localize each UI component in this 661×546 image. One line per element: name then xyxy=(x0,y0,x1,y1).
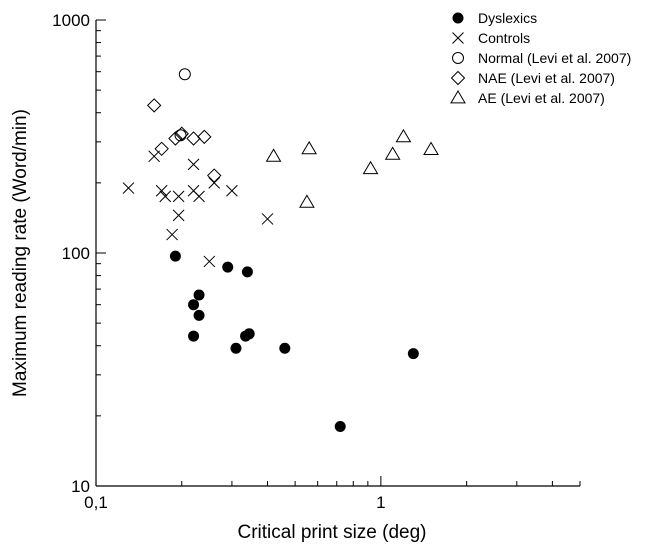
control-point xyxy=(159,190,172,203)
dyslexic-point xyxy=(188,299,200,311)
nae-point xyxy=(450,70,466,86)
x-tick-label: 1 xyxy=(376,493,385,512)
y-axis-label: Maximum reading rate (Word/min) xyxy=(10,109,31,397)
nae-point xyxy=(146,98,162,113)
dyslexic-point xyxy=(193,309,205,321)
x-tick-label: 0,1 xyxy=(84,493,108,512)
ae-point xyxy=(423,141,439,155)
x-axis-label: Critical print size (deg) xyxy=(238,522,427,543)
legend-label: Controls xyxy=(478,30,530,46)
control-point xyxy=(187,158,200,171)
legend: Dyslexics Controls Normal (Levi et al. 200… xyxy=(450,10,631,106)
dyslexic-point xyxy=(188,330,200,342)
control-point xyxy=(203,255,216,268)
dyslexic-point xyxy=(407,348,419,360)
dyslexic-point xyxy=(193,289,205,301)
control-point xyxy=(208,177,221,189)
control-point xyxy=(166,228,178,241)
normal-point xyxy=(452,52,464,64)
dyslexic-point xyxy=(241,266,253,278)
control-point xyxy=(193,190,205,203)
y-tick-label: 100 xyxy=(62,244,90,263)
ae-point xyxy=(384,146,401,160)
normal-point xyxy=(178,68,191,81)
dyslexic-point xyxy=(334,421,346,433)
ae-point xyxy=(362,160,379,175)
ae-point xyxy=(450,90,466,104)
control-point xyxy=(155,184,168,197)
ae-point xyxy=(265,148,282,162)
ae-point xyxy=(299,194,315,208)
control-point xyxy=(122,182,135,194)
dyslexic-point xyxy=(230,342,242,354)
y-tick-label: 1000 xyxy=(52,11,90,30)
control-point xyxy=(148,150,161,163)
legend-label: NAE (Levi et al. 2007) xyxy=(478,70,615,86)
nae-point xyxy=(197,129,212,145)
y-tick-label: 10 xyxy=(71,477,90,496)
axis-ticks xyxy=(95,19,581,487)
legend-label: Dyslexics xyxy=(478,10,537,26)
axis-tick-labels: 10 100 1000 0,1 1 xyxy=(52,11,385,512)
dyslexic-point xyxy=(452,12,464,24)
dyslexic-point xyxy=(169,250,181,262)
nae-point xyxy=(174,126,189,141)
nae-point xyxy=(207,168,222,183)
data-points xyxy=(122,68,439,433)
dyslexic-point xyxy=(222,261,234,273)
ae-point xyxy=(301,140,318,155)
legend-label: Normal (Levi et al. 2007) xyxy=(478,50,631,66)
dyslexic-point xyxy=(279,342,291,354)
control-point xyxy=(261,213,274,225)
dyslexic-point xyxy=(243,328,255,340)
nae-point xyxy=(168,131,183,146)
ae-point xyxy=(395,128,412,143)
control-point xyxy=(172,190,185,203)
control-point xyxy=(452,32,464,44)
control-point xyxy=(172,209,185,222)
legend-label: AE (Levi et al. 2007) xyxy=(478,90,605,106)
control-point xyxy=(226,184,238,197)
nae-point xyxy=(154,141,169,157)
nae-point xyxy=(186,131,201,146)
